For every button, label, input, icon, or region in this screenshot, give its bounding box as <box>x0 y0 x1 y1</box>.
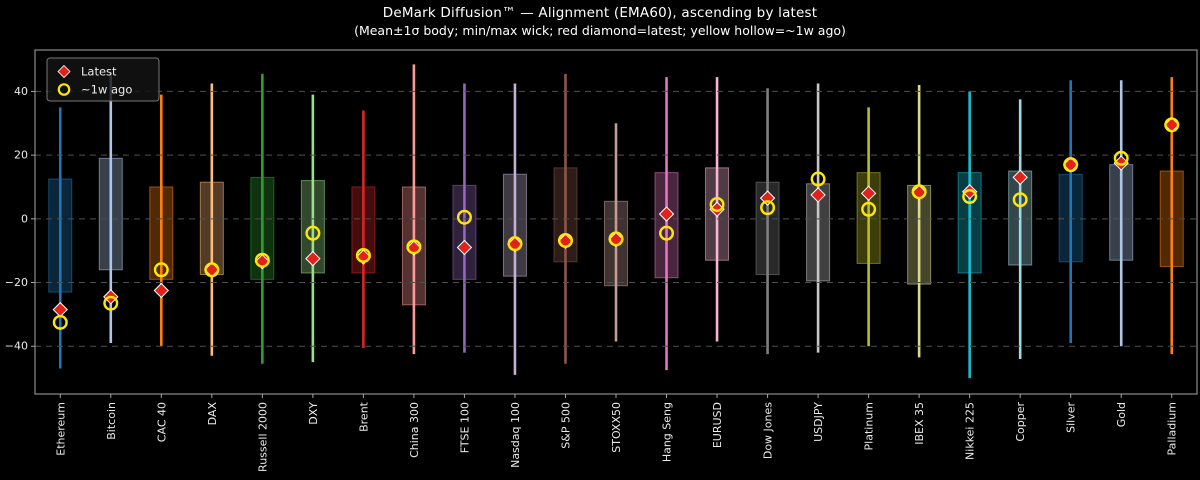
latest-diamond-hang-seng <box>658 206 675 222</box>
asset-hang-seng <box>654 77 679 371</box>
x-tick-label-palladium: Palladium <box>1166 402 1179 455</box>
x-tick-label-gold: Gold <box>1115 402 1128 427</box>
asset-dax <box>199 83 224 356</box>
week-ago-circle-silver <box>1063 157 1079 173</box>
asset-brent <box>351 110 376 348</box>
legend-yellow-circle-icon <box>57 83 71 96</box>
latest-diamond-ftse-100 <box>456 239 473 256</box>
x-tick-label-usdjpy: USDJPY <box>812 402 825 442</box>
chart-title: DeMark Diffusion™ — Alignment (EMA60), a… <box>382 5 818 21</box>
x-tick-label-dow-jones: Dow Jones <box>762 402 775 459</box>
week-ago-circle-usdjpy <box>810 171 826 187</box>
asset-cac-40 <box>149 94 174 347</box>
x-tick-label-ethereum: Ethereum <box>54 402 67 456</box>
week-ago-circle-palladium <box>1164 117 1180 133</box>
latest-diamond-nikkei-225 <box>961 184 978 200</box>
x-tick-label-bitcoin: Bitcoin <box>105 402 118 440</box>
asset-dow-jones <box>755 88 780 355</box>
asset-ethereum <box>48 107 73 369</box>
week-ago-circle-dax <box>204 262 220 278</box>
week-ago-circle-china-300 <box>406 239 422 255</box>
x-tick-label-ftse-100: FTSE 100 <box>458 402 471 453</box>
week-ago-circle-bitcoin <box>103 295 119 311</box>
x-tick-label-eurusd: EURUSD <box>711 402 724 448</box>
week-ago-circle-ibex-35 <box>911 184 927 200</box>
week-ago-circle-ftse-100 <box>456 209 472 225</box>
x-tick-label-copper: Copper <box>1014 402 1027 442</box>
y-axis: −40 −20 0 20 40 <box>5 85 35 353</box>
markers-layer <box>52 117 1180 330</box>
latest-diamond-platinum <box>860 185 877 202</box>
x-tick-label-stoxx50: STOXX50 <box>610 402 623 453</box>
chart-subtitle: (Mean±1σ body; min/max wick; red diamond… <box>354 23 846 38</box>
x-axis: Ethereum Bitcoin CAC 40 DAX Russell 2000 DXY B… <box>54 394 1179 472</box>
y-tick-label-20: 20 <box>14 149 28 162</box>
x-tick-label-brent: Brent <box>357 401 370 432</box>
latest-diamond-usdjpy <box>810 187 826 203</box>
week-ago-circle-dow-jones <box>760 200 776 216</box>
x-tick-label-platinum: Platinum <box>863 402 876 450</box>
asset-nasdaq-100 <box>502 83 527 375</box>
latest-diamond-ethereum <box>52 301 68 318</box>
x-tick-label-nasdaq-100: Nasdaq 100 <box>509 402 522 468</box>
week-ago-circle-cac-40 <box>153 262 169 278</box>
legend-label-latest: Latest <box>81 65 117 79</box>
x-tick-label-russell-2000: Russell 2000 <box>256 402 269 472</box>
asset-copper <box>1008 99 1033 359</box>
legend-box <box>46 57 160 102</box>
asset-silver <box>1058 80 1083 344</box>
asset-russell-2000 <box>250 73 275 364</box>
y-tick-label-40: 40 <box>14 85 28 98</box>
x-tick-label-dax: DAX <box>206 402 219 426</box>
week-ago-circle-hang-seng <box>659 225 675 241</box>
week-ago-circle-copper <box>1012 192 1028 208</box>
asset-nikkei-225 <box>957 91 982 379</box>
week-ago-circle-nikkei-225 <box>962 189 978 205</box>
x-tick-label-dxy: DXY <box>307 402 320 425</box>
week-ago-circle-dxy <box>305 225 321 241</box>
y-tick-label--20: −20 <box>5 276 28 289</box>
week-ago-circle-stoxx50 <box>608 231 624 247</box>
x-tick-label-ibex-35: IBEX 35 <box>913 402 926 445</box>
legend: Latest ~1w ago <box>46 57 160 102</box>
asset-ftse-100 <box>452 83 477 353</box>
x-tick-label-nikkei-225: Nikkei 225 <box>964 402 977 460</box>
week-ago-circle-eurusd <box>709 196 725 212</box>
asset-platinum <box>856 107 881 347</box>
asset-ibex-35 <box>907 85 932 358</box>
week-ago-circle-ethereum <box>52 314 68 330</box>
week-ago-circle-nasdaq-100 <box>507 236 523 252</box>
week-ago-circle-gold <box>1113 150 1129 166</box>
grid-layer <box>35 90 1197 347</box>
x-tick-label-silver: Silver <box>1065 402 1078 433</box>
x-tick-label-china-300: China 300 <box>408 402 421 458</box>
week-ago-circle-s-p-500 <box>557 232 573 248</box>
week-ago-circle-russell-2000 <box>254 252 270 268</box>
x-tick-label-cac-40: CAC 40 <box>155 402 168 442</box>
latest-diamond-dxy <box>305 250 321 267</box>
bars-layer <box>48 64 1184 379</box>
legend-red-diamond-icon <box>57 64 71 79</box>
week-ago-circle-brent <box>355 247 371 263</box>
x-tick-label-hang-seng: Hang Seng <box>661 402 674 462</box>
asset-dxy <box>300 94 325 363</box>
week-ago-circle-platinum <box>861 201 877 217</box>
y-tick-label--40: −40 <box>5 340 28 353</box>
x-tick-label-s-p-500: S&P 500 <box>559 402 572 449</box>
legend-label-1w-ago: ~1w ago <box>81 83 132 97</box>
asset-usdjpy <box>806 83 831 353</box>
y-tick-label-0: 0 <box>21 212 28 225</box>
asset-china-300 <box>401 64 426 355</box>
asset-gold <box>1109 80 1134 347</box>
latest-diamond-cac-40 <box>153 282 170 299</box>
latest-diamond-copper <box>1012 169 1028 186</box>
